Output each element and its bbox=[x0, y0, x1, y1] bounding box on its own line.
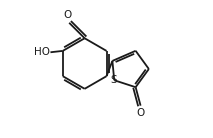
Text: S: S bbox=[110, 75, 117, 85]
Text: O: O bbox=[63, 10, 72, 20]
Text: HO: HO bbox=[34, 47, 50, 57]
Text: O: O bbox=[137, 108, 145, 118]
